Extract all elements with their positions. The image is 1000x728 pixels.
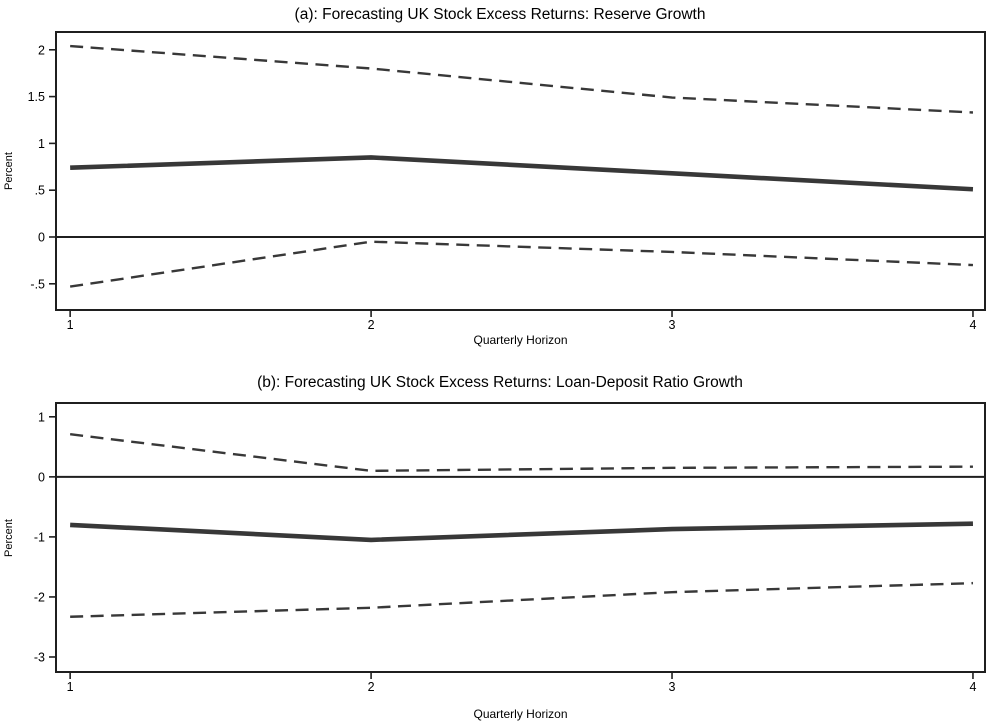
y-axis-tick-label: 1 xyxy=(38,137,45,151)
y-axis-tick-label: 1.5 xyxy=(28,90,45,104)
x-axis-tick-label: 4 xyxy=(969,680,976,694)
plot-frame xyxy=(55,402,986,673)
panel-b-x-axis-label: Quarterly Horizon xyxy=(473,707,568,721)
series-point-estimate-line xyxy=(70,521,974,543)
x-axis-tick-label: 2 xyxy=(368,318,375,332)
x-axis-tick-label: 1 xyxy=(67,318,74,332)
x-axis-tick-label: 3 xyxy=(669,680,676,694)
series-upper-band-line xyxy=(70,44,974,114)
panel-a: (a): Forecasting UK Stock Excess Returns… xyxy=(3,6,986,347)
series-lower-band-line xyxy=(70,581,973,618)
series-point-estimate-line xyxy=(70,155,974,192)
x-axis-tick-label: 2 xyxy=(368,680,375,694)
series-upper-band-line xyxy=(69,433,973,473)
panel-a-plot-area: 21.51.50-.51 2 3 4 xyxy=(28,31,986,332)
x-axis-tick-label: 1 xyxy=(67,680,74,694)
y-axis-tick-label: -2 xyxy=(34,590,45,604)
panel-a-x-axis-label: Quarterly Horizon xyxy=(473,333,568,347)
y-axis-tick-label: 0 xyxy=(38,470,45,484)
y-axis-tick-label: -3 xyxy=(34,650,45,664)
series-lower-band-line xyxy=(69,240,974,288)
panel-b: (b): Forecasting UK Stock Excess Returns… xyxy=(0,364,1000,728)
y-axis-tick-label: .5 xyxy=(35,184,45,198)
x-axis-tick-label: 3 xyxy=(669,318,676,332)
x-axis-tick-label: 4 xyxy=(969,318,976,332)
y-axis-tick-label: 2 xyxy=(38,43,45,57)
panel-a-title: (a): Forecasting UK Stock Excess Returns… xyxy=(294,6,706,23)
panel-b-plot-area: 1 0 -1 -2 -3 1 2 3 4 xyxy=(34,402,986,694)
y-axis-tick-label: 1 xyxy=(38,410,45,424)
y-axis-tick-label: -1 xyxy=(34,530,45,544)
y-axis-tick-label: 0 xyxy=(38,230,45,244)
panel-b-title: (b): Forecasting UK Stock Excess Returns… xyxy=(257,374,743,391)
y-axis-tick-label: -.5 xyxy=(30,277,45,291)
plot-frame xyxy=(55,31,986,311)
